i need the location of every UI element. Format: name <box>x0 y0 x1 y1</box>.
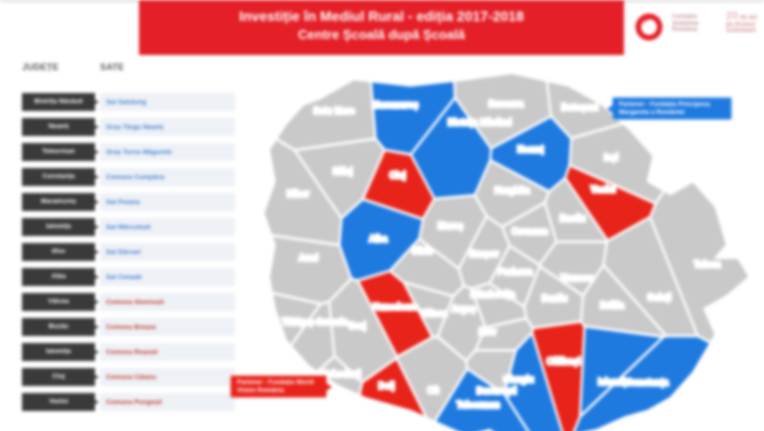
svg-text:Sălaj: Sălaj <box>332 166 352 177</box>
svg-text:Cluj: Cluj <box>389 170 406 181</box>
svg-text:Vâlcea: Vâlcea <box>420 308 448 319</box>
svg-text:Bistrița Năsăud: Bistrița Năsăud <box>448 117 512 128</box>
svg-text:Galați: Galați <box>647 292 671 303</box>
svg-text:Neamț: Neamț <box>517 144 544 155</box>
svg-text:Sibiu: Sibiu <box>412 245 434 256</box>
svg-text:Iași: Iași <box>604 152 619 163</box>
svg-text:Caraș-Severin: Caraș-Severin <box>289 317 348 328</box>
svg-text:Gorj: Gorj <box>348 321 366 332</box>
svg-text:Giurgiu: Giurgiu <box>503 374 534 385</box>
svg-text:Mureș: Mureș <box>438 221 464 232</box>
svg-text:Alba: Alba <box>369 234 389 245</box>
svg-text:Argeș: Argeș <box>451 303 476 314</box>
svg-text:Bihor: Bihor <box>287 189 310 200</box>
svg-text:Vaslui: Vaslui <box>591 184 616 195</box>
svg-text:Prahova: Prahova <box>498 266 533 277</box>
svg-text:Botoșani: Botoșani <box>561 102 598 113</box>
svg-text:Olt: Olt <box>427 385 439 396</box>
svg-text:Hunedoara: Hunedoara <box>373 301 419 312</box>
svg-text:Satu Mare: Satu Mare <box>313 106 355 117</box>
svg-text:Dâmbovița: Dâmbovița <box>470 289 515 300</box>
svg-text:Constanța: Constanța <box>626 377 670 388</box>
svg-text:Vrancea: Vrancea <box>560 272 594 283</box>
svg-text:Teleorman: Teleorman <box>456 399 500 410</box>
svg-text:Bacău: Bacău <box>560 213 587 224</box>
svg-text:Călărași: Călărași <box>547 356 581 367</box>
svg-text:Brăila: Brăila <box>600 300 625 311</box>
svg-text:Harghita: Harghita <box>494 185 530 196</box>
svg-text:Buzău: Buzău <box>541 293 568 304</box>
svg-text:Suceava: Suceava <box>488 99 524 110</box>
svg-text:Maramureș: Maramureș <box>372 99 419 110</box>
svg-text:Covasna: Covasna <box>511 226 548 237</box>
svg-text:Ilfov: Ilfov <box>478 327 497 338</box>
svg-text:Arad: Arad <box>298 253 318 264</box>
svg-text:București: București <box>476 386 516 397</box>
svg-text:Tulcea: Tulcea <box>694 259 722 270</box>
svg-text:Brașov: Brașov <box>469 249 499 260</box>
svg-text:Dolj: Dolj <box>378 380 395 391</box>
